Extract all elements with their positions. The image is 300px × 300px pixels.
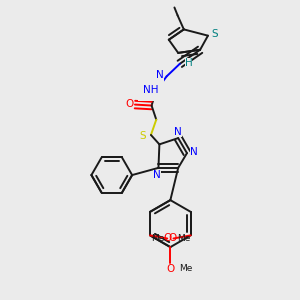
Text: N: N	[145, 85, 152, 95]
Text: N: N	[156, 70, 164, 80]
Text: H: H	[185, 58, 192, 68]
Text: O: O	[164, 233, 172, 244]
Text: N: N	[174, 127, 182, 137]
Text: O: O	[169, 233, 177, 244]
Text: Me: Me	[177, 234, 190, 243]
Text: O: O	[125, 99, 134, 109]
Text: S: S	[212, 29, 218, 39]
Text: S: S	[140, 130, 146, 141]
Text: N: N	[153, 170, 161, 180]
Text: NH: NH	[143, 85, 158, 95]
Text: N: N	[190, 147, 198, 157]
Text: O: O	[166, 264, 175, 274]
Text: Me: Me	[179, 264, 193, 273]
Text: H: H	[151, 85, 158, 95]
Text: Me: Me	[151, 234, 164, 243]
